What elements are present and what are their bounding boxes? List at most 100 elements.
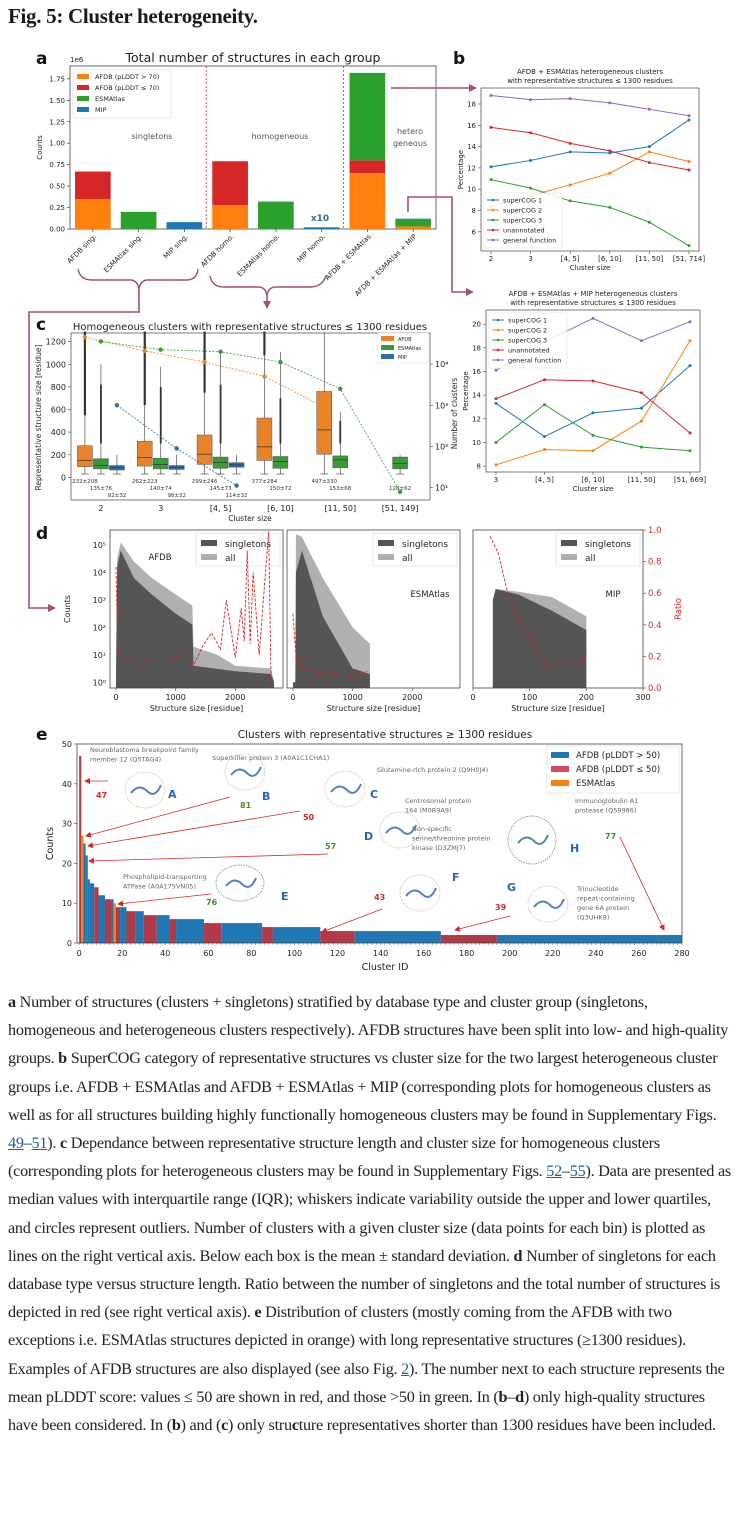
- legend-label-line: all: [585, 554, 596, 564]
- x-tick-label-line: 100: [522, 693, 537, 702]
- mean-sd-label-line: 262±223: [132, 479, 158, 485]
- y-tick-label: 0.50: [49, 183, 65, 191]
- mean-sd-label-line: 140±74: [150, 486, 173, 492]
- ratio-line: [115, 531, 272, 683]
- caption-text: ). The number next to each structure rep…: [8, 1359, 725, 1406]
- caption-figure-link[interactable]: 52: [546, 1162, 562, 1181]
- y-tick-label-line: 10³: [93, 596, 106, 605]
- data-point: [568, 141, 572, 145]
- count-point: [202, 359, 207, 365]
- legend-swatch: [378, 554, 394, 560]
- ratio-line: [489, 536, 587, 668]
- y2-axis-label-line: Number of clusters: [450, 378, 459, 450]
- example-letter: G: [507, 881, 516, 894]
- x-axis-label-line: Structure size [residue]: [327, 704, 421, 713]
- y-axis-label-line: Counts: [63, 595, 72, 623]
- x-tick-label-line: 100: [287, 949, 302, 958]
- caption-text: Number of singletons for each database t…: [8, 1246, 721, 1322]
- y2-axis-label-line: Ratio: [674, 598, 684, 620]
- plot-frame: [286, 529, 461, 689]
- bar: [94, 887, 99, 943]
- data-point: [529, 131, 533, 135]
- box: [332, 455, 348, 469]
- y2-axis-label: Number of clusters: [450, 378, 459, 450]
- mean-sd-label-line: 128±62: [389, 486, 411, 492]
- legend-label-line: unannotated: [503, 227, 545, 235]
- y-tick-label: 20: [62, 859, 72, 868]
- bar-segment: [303, 227, 340, 229]
- structure-image-helix: [230, 766, 262, 777]
- y2-axis-label: Ratio: [674, 598, 684, 620]
- bar: [496, 935, 682, 943]
- plot-frame: [69, 65, 437, 230]
- chart-title-line: AFDB + ESMAtlas + MIP heterogeneous clus…: [509, 290, 678, 298]
- example-name: Neuroblastoma breakpoint family member 12…: [90, 746, 199, 763]
- y-tick-label: 10: [62, 899, 72, 908]
- x-tick-label: [51, 669]: [674, 476, 706, 484]
- x-tick-label-line: AFDB + ESMAtlas: [324, 233, 373, 282]
- data-point: [688, 449, 692, 453]
- example-name-line: Neuroblastoma breakpoint family: [90, 746, 199, 754]
- count-point: [234, 483, 239, 488]
- y-tick-label: 12: [472, 415, 481, 423]
- mean-sd-label: 135±76: [90, 486, 113, 492]
- box: [153, 457, 169, 470]
- bar-segment: [120, 211, 157, 229]
- count-point: [114, 403, 120, 408]
- caption-figure-link[interactable]: 49: [8, 1134, 24, 1153]
- count-point: [278, 359, 283, 365]
- mean-sd-label-line: 153±68: [329, 486, 352, 492]
- bar: [169, 919, 177, 943]
- data-point: [591, 316, 595, 320]
- y2-tick-label: 10⁴: [435, 360, 448, 369]
- x-tick-label-line: [6, 10]: [598, 255, 622, 263]
- y-tick-label-line: 0.50: [49, 183, 65, 191]
- example-name: Immunoglobulin A1 protease (Q59986): [575, 797, 638, 814]
- y-tick-label-line: 30: [62, 820, 72, 829]
- legend-label-line: superCOG 2: [503, 207, 542, 215]
- data-point: [529, 186, 533, 190]
- subplot-name: ESMAtlas: [410, 590, 450, 600]
- caption-panel-ref: d: [515, 1387, 524, 1406]
- caption-panel-ref: c: [59, 1134, 67, 1153]
- caption-figure-link[interactable]: 2: [401, 1359, 409, 1378]
- chart-title: Homogeneous clusters with representative…: [73, 322, 427, 333]
- legend-label-line: unannotated: [508, 347, 550, 355]
- x-tick-label-line: 1000: [342, 693, 362, 702]
- series-line: [490, 179, 690, 247]
- y-tick-label-line: 1.00: [49, 140, 65, 148]
- legend-label: AFDB (pLDDT > 50): [576, 751, 660, 761]
- connector-arrow: [407, 196, 474, 296]
- caption-panel-ref: c: [221, 1416, 229, 1435]
- y-tick-label-line: 40: [62, 780, 72, 789]
- bar-segment: [212, 204, 248, 229]
- x-tick-label-line: [6, 10]: [581, 476, 605, 484]
- x-axis-label-line: Structure size [residue]: [150, 704, 244, 713]
- caption-figure-link[interactable]: 55: [569, 1162, 586, 1181]
- box: [316, 391, 332, 455]
- count-point: [397, 489, 403, 494]
- caption-figure-link[interactable]: 51: [31, 1134, 48, 1153]
- bar: [89, 883, 95, 943]
- x-tick-label-line: [6, 10]: [267, 504, 294, 513]
- y-tick-label-line: 0.00: [49, 226, 65, 234]
- x-tick-label-line: [51, 714]: [673, 255, 705, 263]
- plddt-score-line: 77: [605, 832, 616, 841]
- series-line: [495, 379, 691, 434]
- y-tick-label: 800: [51, 383, 66, 392]
- y-tick-label: 1200: [46, 338, 66, 347]
- legend-swatch: [77, 85, 89, 90]
- data-point: [640, 339, 643, 343]
- example-letter-line: E: [281, 890, 289, 903]
- example-letter: E: [281, 890, 289, 903]
- subplot-name-line: MIP: [606, 590, 621, 600]
- panel-label-b-line: b: [453, 49, 465, 69]
- x-axis-label: Structure size [residue]: [150, 704, 244, 713]
- caption-panel-ref: d: [513, 1246, 523, 1265]
- x-tick-label: MIP sing.: [162, 233, 190, 261]
- structure-image: [215, 864, 265, 902]
- pointer-arrow: [454, 915, 511, 932]
- legend-swatch: [381, 336, 394, 341]
- plddt-score-line: 43: [374, 893, 385, 902]
- structure-image-helix: [130, 784, 162, 795]
